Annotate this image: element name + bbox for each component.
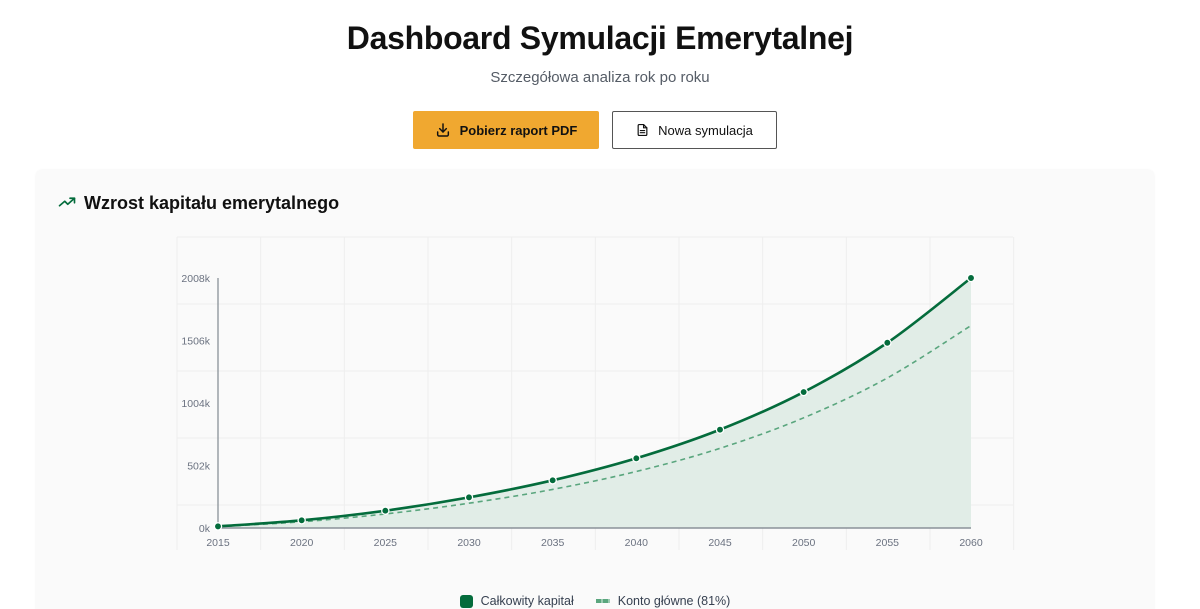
document-icon: [636, 123, 649, 137]
data-point-marker[interactable]: [297, 516, 306, 525]
download-pdf-label: Pobierz raport PDF: [459, 122, 578, 138]
data-point-marker[interactable]: [381, 506, 390, 515]
page-title: Dashboard Symulacji Emerytalnej: [346, 20, 854, 56]
data-point-marker[interactable]: [799, 387, 808, 397]
x-tick-label: 2025: [374, 537, 398, 549]
data-point-marker[interactable]: [213, 522, 223, 531]
total-capital-line: [217, 276, 972, 528]
legend-item-main-account[interactable]: Konto główne (81%): [595, 594, 731, 608]
legend-swatch-solid: [459, 594, 473, 608]
x-tick-label: 2050: [792, 537, 816, 549]
x-tick-label: 2060: [959, 537, 983, 549]
trending-up-icon: [58, 193, 76, 214]
new-simulation-label: Nowa symulacja: [658, 122, 753, 138]
download-icon: [435, 122, 451, 138]
data-point-marker[interactable]: [464, 493, 474, 502]
x-tick-label: 2040: [625, 537, 649, 549]
data-point-marker[interactable]: [715, 425, 725, 434]
total-capital-area: [218, 278, 971, 528]
y-tick-label: 2008k: [181, 273, 210, 285]
x-tick-label: 2035: [541, 537, 565, 549]
y-tick-label: 502k: [187, 461, 211, 473]
page-subtitle: Szczegółowa analiza rok po roku: [490, 69, 710, 86]
chart-grid: [176, 236, 1015, 550]
x-tick-label: 2020: [290, 537, 314, 549]
legend-label: Całkowity kapitał: [480, 594, 574, 608]
chart-legend: Całkowity kapitał Konto główne (81%): [36, 594, 1154, 608]
data-point-marker[interactable]: [966, 273, 976, 283]
legend-item-total-capital[interactable]: Całkowity kapitał: [459, 594, 574, 608]
data-point-marker[interactable]: [883, 338, 892, 347]
y-tick-label: 0k: [199, 523, 211, 535]
x-tick-label: 2030: [457, 537, 481, 549]
x-tick-label: 2015: [206, 537, 230, 549]
x-tick-label: 2055: [876, 537, 900, 549]
y-tick-label: 1004k: [181, 398, 210, 410]
main-account-line: [217, 324, 972, 528]
x-tick-label: 2045: [708, 537, 732, 549]
data-point-marker[interactable]: [548, 476, 557, 485]
legend-label: Konto główne (81%): [617, 594, 731, 608]
legend-swatch-dashed: [595, 599, 610, 603]
data-point-marker[interactable]: [632, 454, 641, 463]
capital-growth-chart[interactable]: 0k 502k 1004k 1506k 2008k 2015 2020 2025 2030 203…: [36, 170, 1154, 590]
y-tick-label: 1506k: [181, 336, 210, 348]
card-title: Wzrost kapitału emerytalnego: [84, 193, 340, 213]
card-header: Wzrost kapitału emerytalnego: [58, 193, 339, 214]
new-simulation-button[interactable]: Nowa symulacja: [612, 111, 777, 149]
capital-growth-card: Wzrost kapitału emerytalnego 0k 502k 1004k…: [36, 170, 1154, 609]
download-pdf-button[interactable]: Pobierz raport PDF: [413, 111, 599, 149]
